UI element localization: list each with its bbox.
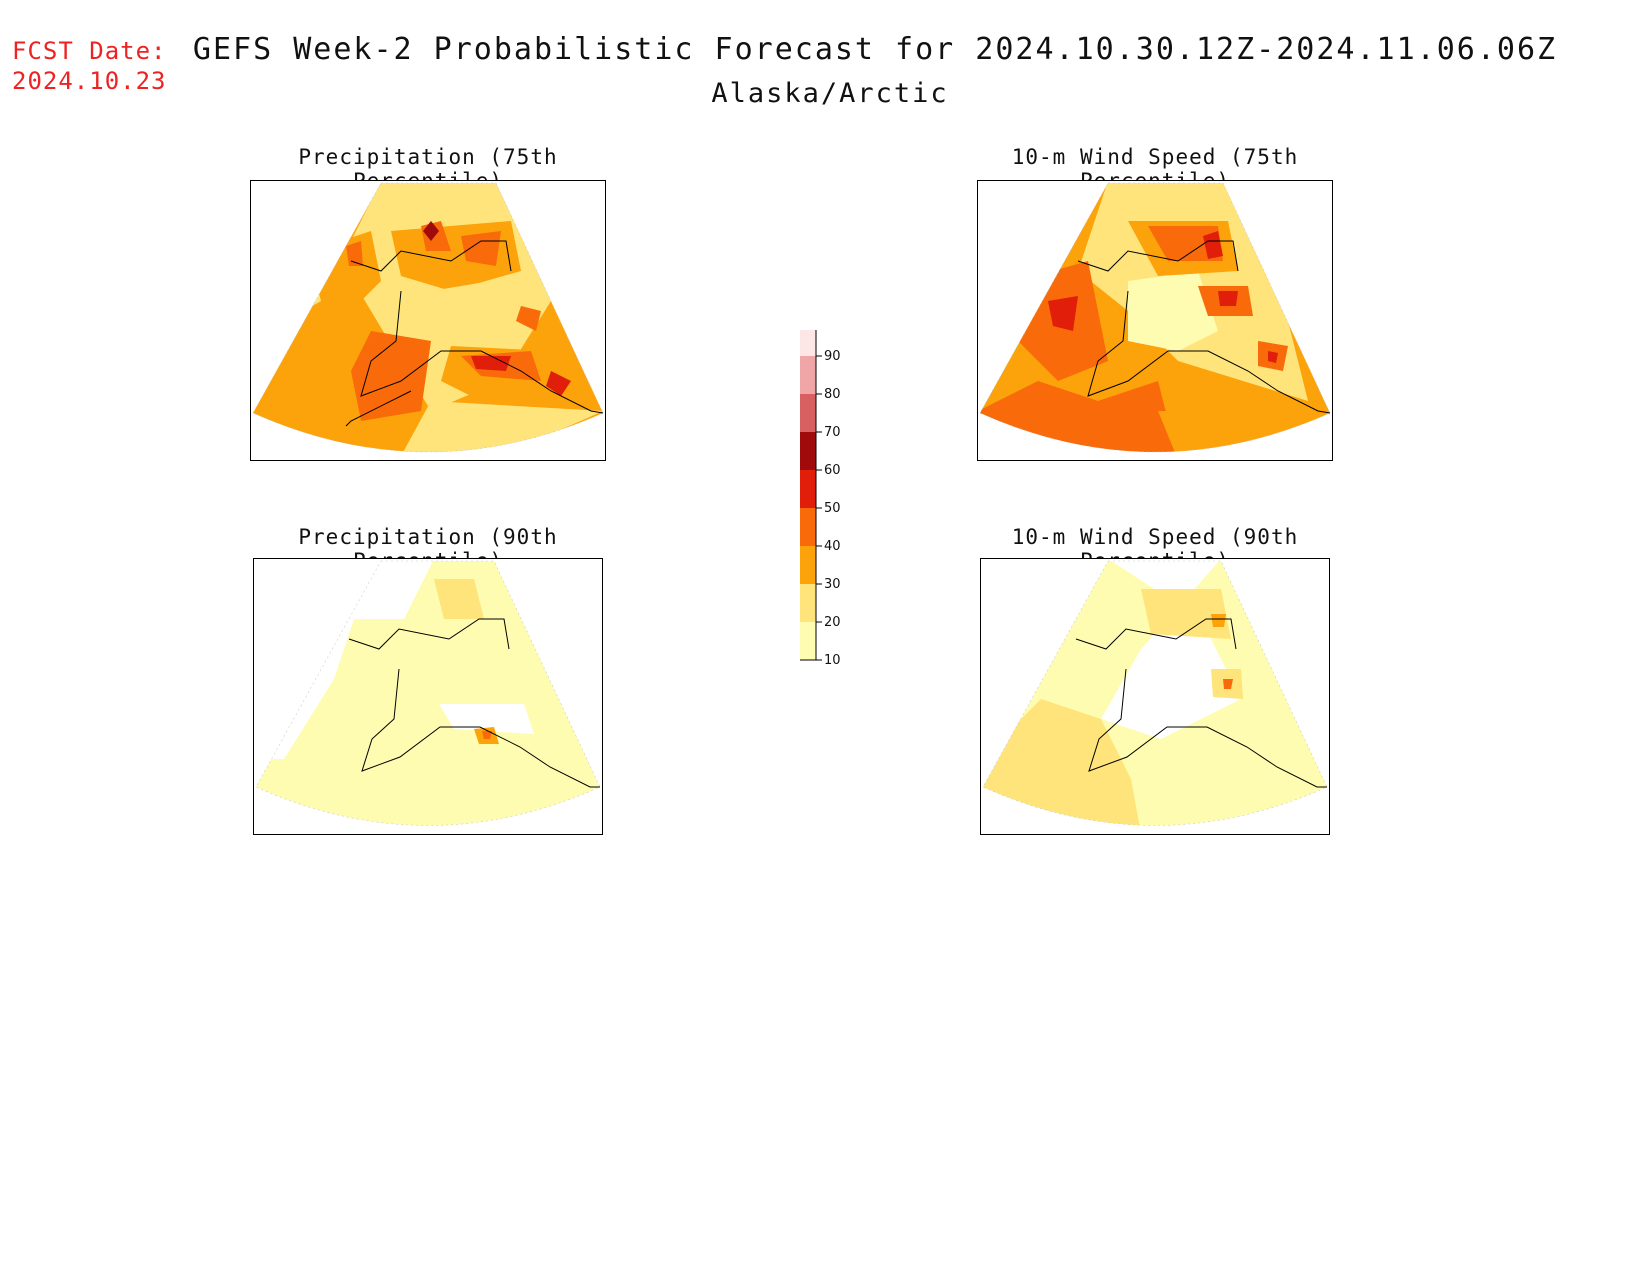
colorbar-swatch — [800, 432, 816, 470]
colorbar-label: 20 — [824, 615, 841, 630]
map-precip90 — [255, 560, 601, 826]
page-title: GEFS Week-2 Probabilistic Forecast for 2… — [192, 32, 1558, 67]
map-panel-precip75 — [250, 180, 606, 461]
fcst-date-value: 2024.10.23 — [12, 67, 167, 95]
colorbar-label: 70 — [824, 425, 841, 440]
colorbar-swatch — [800, 330, 816, 356]
colorbar-swatch — [800, 356, 816, 394]
map-wind75 — [979, 182, 1331, 453]
colorbar-label: 50 — [824, 501, 841, 516]
colorbar: 10 20 30 40 50 60 70 80 90 — [800, 330, 841, 668]
colorbar-swatch — [800, 508, 816, 546]
colorbar-outline — [800, 330, 817, 661]
map-precip75 — [252, 182, 604, 453]
colorbar-swatch — [800, 546, 816, 584]
forecast-date-label: FCST Date: 2024.10.23 — [12, 36, 167, 96]
colorbar-swatch — [800, 584, 816, 622]
map-wind90 — [982, 560, 1328, 826]
colorbar-swatch — [800, 470, 816, 508]
colorbar-label: 40 — [824, 539, 841, 554]
fcst-date-caption: FCST Date: — [12, 37, 167, 65]
colorbar-label: 60 — [824, 463, 841, 478]
colorbar-label: 10 — [824, 653, 841, 668]
map-panel-precip90 — [253, 558, 603, 835]
colorbar-swatch — [800, 622, 816, 660]
colorbar-label: 90 — [824, 349, 841, 364]
map-panel-wind90 — [980, 558, 1330, 835]
colorbar-label: 30 — [824, 577, 841, 592]
colorbar-label: 80 — [824, 387, 841, 402]
page-subtitle: Alaska/Arctic — [711, 78, 949, 109]
map-panel-wind75 — [977, 180, 1333, 461]
colorbar-swatch — [800, 394, 816, 432]
